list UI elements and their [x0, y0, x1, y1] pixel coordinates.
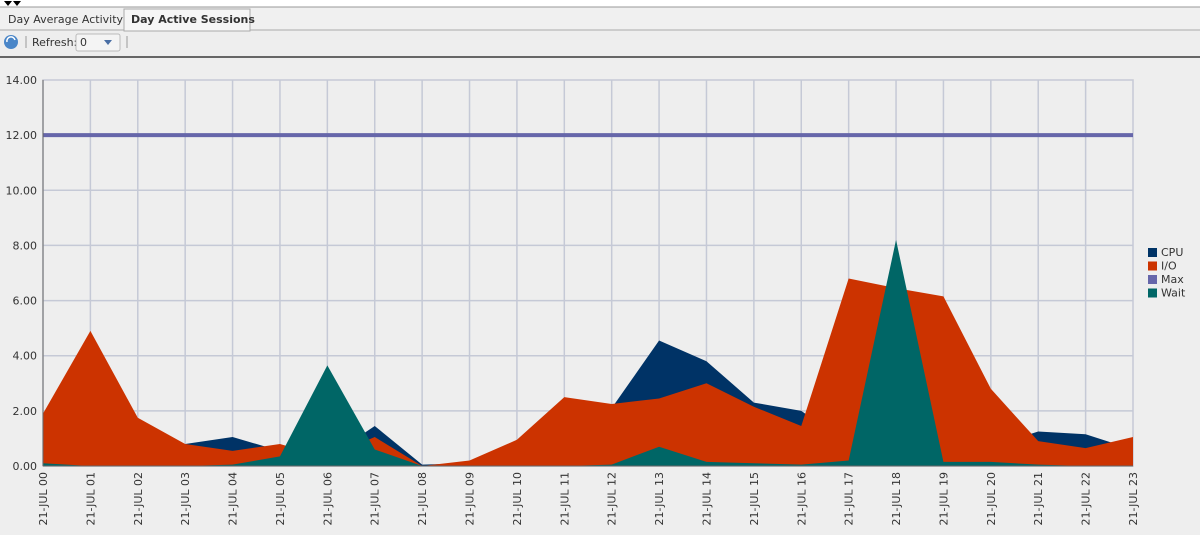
- select-arrow: [104, 40, 112, 45]
- refresh-select[interactable]: 0: [75, 33, 121, 52]
- y-tick-label: 12.00: [6, 129, 38, 142]
- y-tick-label: 6.00: [13, 295, 38, 308]
- legend-swatch: [1148, 275, 1157, 284]
- y-tick-label: 8.00: [13, 239, 38, 252]
- x-tick-label: 21-JUL 06: [321, 472, 334, 526]
- x-tick-label: 21-JUL 11: [558, 472, 571, 526]
- legend-label: I/O: [1161, 260, 1177, 273]
- x-tick-label: 21-JUL 21: [1032, 472, 1045, 526]
- y-tick-label: 10.00: [6, 184, 38, 197]
- tab-box: [123, 8, 251, 32]
- x-tick-label: 21-JUL 13: [653, 472, 666, 526]
- legend-swatch: [1148, 261, 1157, 271]
- x-tick-label: 21-JUL 15: [748, 472, 761, 526]
- x-tick-label: 21-JUL 12: [606, 472, 619, 526]
- x-tick-label: 21-JUL 18: [890, 472, 903, 526]
- legend-swatch: [1148, 288, 1157, 298]
- y-tick-label: 0.00: [13, 460, 38, 473]
- x-tick-label: 21-JUL 22: [1080, 472, 1093, 526]
- y-tick-label: 2.00: [13, 405, 38, 418]
- collapse-icon[interactable]: [4, 1, 21, 6]
- legend-label: Max: [1161, 273, 1184, 286]
- x-tick-label: 21-JUL 02: [132, 472, 145, 526]
- x-tick-label: 21-JUL 00: [37, 472, 50, 526]
- x-tick-label: 21-JUL 14: [700, 472, 713, 526]
- refresh-label: Refresh:: [32, 36, 77, 49]
- x-tick-label: 21-JUL 16: [795, 472, 808, 526]
- tab[interactable]: Day Average Activity: [8, 13, 124, 26]
- y-tick-label: 14.00: [6, 74, 38, 87]
- x-tick-label: 21-JUL 17: [843, 472, 856, 526]
- x-tick-label: 21-JUL 09: [464, 472, 477, 526]
- x-tick-label: 21-JUL 03: [179, 472, 192, 526]
- legend-label: Wait: [1161, 287, 1186, 300]
- x-tick-label: 21-JUL 04: [227, 472, 240, 526]
- x-tick-label: 21-JUL 01: [84, 472, 97, 526]
- tab-bar: [0, 8, 1200, 30]
- icon-arrow: [6, 36, 16, 43]
- y-tick-label: 4.00: [13, 350, 38, 363]
- tab-label[interactable]: Day Average Activity: [8, 13, 124, 26]
- tab-selected[interactable]: Day Active Sessions: [123, 8, 255, 32]
- x-tick-label: 21-JUL 07: [369, 472, 382, 526]
- chart: 0.00 2.00 4.00 6.00 8.00 10.00 12.00 14.00 21-JU…: [6, 74, 1186, 526]
- x-tick-label: 21-JUL 20: [985, 472, 998, 526]
- x-tick-label: 21-JUL 05: [274, 472, 287, 526]
- legend-swatch: [1148, 248, 1157, 257]
- tab-label[interactable]: Day Active Sessions: [131, 13, 255, 26]
- x-tick-label: 21-JUL 23: [1127, 472, 1140, 526]
- area: [43, 239, 1133, 466]
- x-tick-label: 21-JUL 19: [937, 472, 950, 526]
- select-box: [75, 33, 121, 52]
- select-value: 0: [80, 36, 87, 49]
- top-strip: [0, 0, 1200, 7]
- legend-label: CPU: [1161, 246, 1183, 259]
- x-tick-label: 21-JUL 10: [511, 472, 524, 526]
- x-tick-label: 21-JUL 08: [416, 472, 429, 526]
- refresh-icon[interactable]: [4, 35, 18, 49]
